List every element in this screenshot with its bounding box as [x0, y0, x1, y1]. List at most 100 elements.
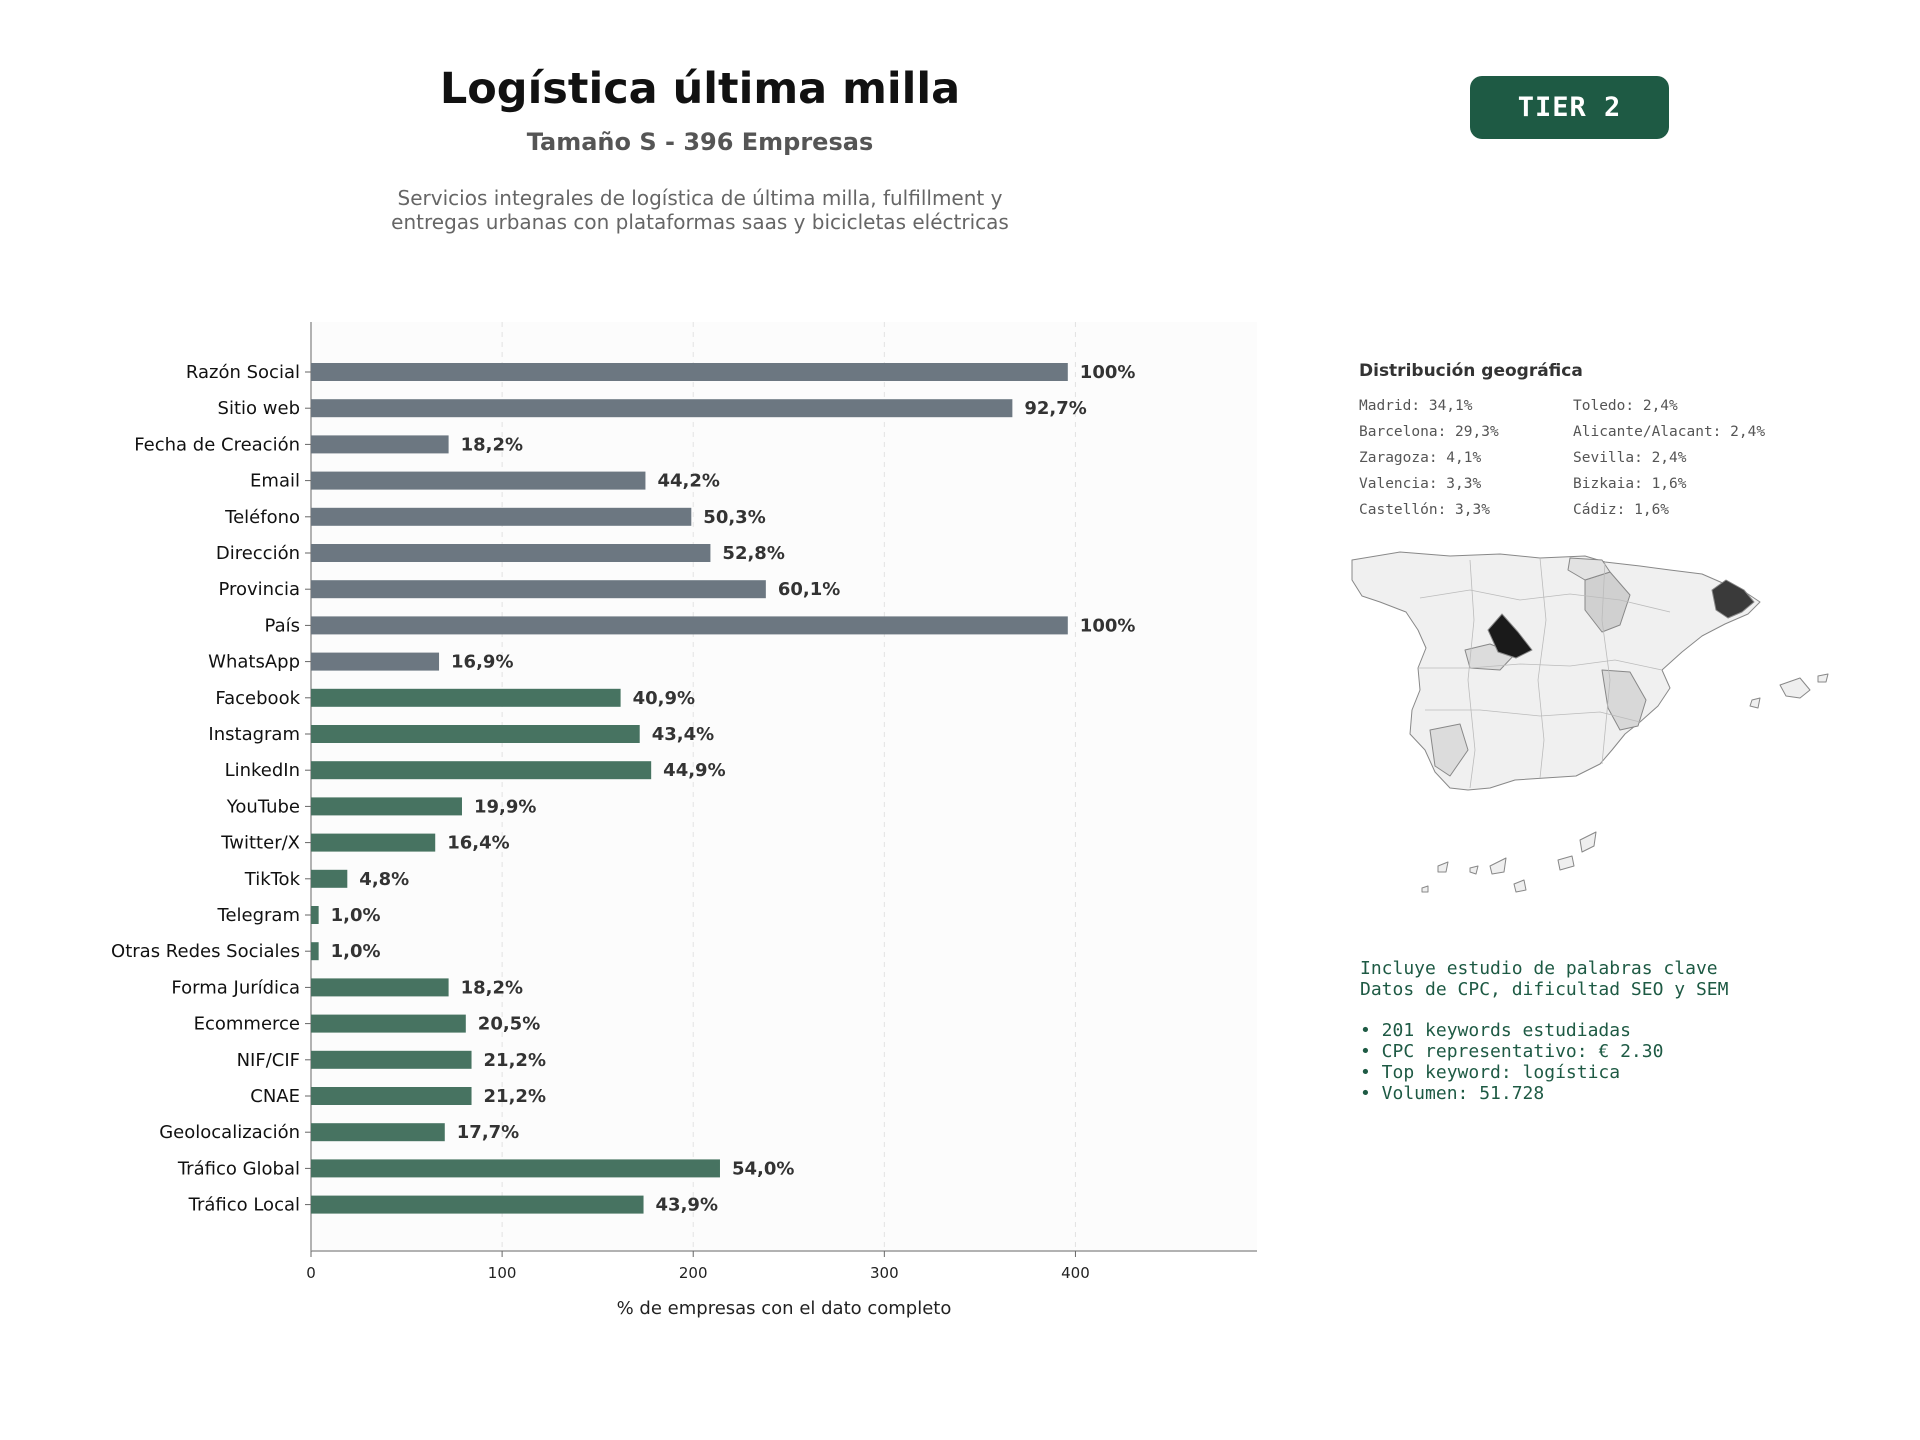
region-border [1601, 561, 1611, 765]
tier-badge: TIER 2 [1470, 76, 1669, 139]
bar [311, 1087, 472, 1105]
y-tick-label: CNAE [250, 1086, 300, 1107]
balearic-islands-shape [1749, 697, 1761, 709]
balearic-islands-shape [1817, 673, 1829, 683]
y-tick-label: Facebook [215, 688, 300, 709]
bar [311, 471, 646, 490]
bar [311, 942, 319, 961]
geo-item: Alicante/Alacant: 2,4% [1573, 424, 1766, 440]
canary-islands-shape [1469, 865, 1479, 875]
bar [311, 1159, 720, 1178]
geo-item: Valencia: 3,3% [1359, 476, 1482, 492]
y-tick-label: Email [250, 471, 300, 492]
keyword-bullet: • 201 keywords estudiadas [1360, 1020, 1631, 1041]
data-label: 16,4% [447, 833, 509, 854]
balearic-islands-shape [1779, 677, 1811, 699]
data-label: 16,9% [451, 652, 513, 673]
y-tick-label: Twitter/X [220, 833, 300, 854]
canary-islands-shape [1579, 831, 1597, 853]
bar [311, 1123, 445, 1142]
canary-islands-shape [1421, 885, 1429, 893]
data-label: 43,4% [652, 724, 714, 745]
y-tick-label: Teléfono [224, 507, 300, 528]
bar [311, 869, 348, 888]
y-tick-label: Telegram [217, 905, 300, 926]
region-border [1419, 589, 1671, 613]
page-subtitle: Tamaño S - 396 Empresas [526, 128, 874, 156]
keywords-intro: Datos de CPC, dificultad SEO y SEM [1360, 979, 1729, 1000]
keyword-bullet: • Volumen: 51.728 [1360, 1083, 1545, 1104]
x-tick-label: 200 [679, 1264, 708, 1282]
data-label: 54,0% [732, 1158, 794, 1179]
bar [311, 906, 319, 924]
y-tick-label: Ecommerce [194, 1014, 300, 1035]
y-tick-label: Geolocalización [159, 1122, 300, 1143]
description-line: entregas urbanas con plataformas saas y … [391, 210, 1009, 234]
y-tick-label: Tráfico Local [188, 1195, 300, 1216]
bar [311, 797, 462, 816]
canary-islands-shape [1489, 857, 1507, 875]
x-tick-label: 100 [488, 1264, 517, 1282]
spain-mainland-shape [1351, 551, 1761, 791]
y-tick-label: País [265, 615, 300, 636]
bar [311, 507, 692, 526]
y-tick-label: Tráfico Global [177, 1158, 300, 1179]
data-label: 44,2% [657, 471, 719, 492]
geo-item: Castellón: 3,3% [1359, 502, 1490, 518]
data-label: 1,0% [331, 905, 381, 926]
y-tick-label: Razón Social [186, 362, 300, 383]
data-label: 17,7% [457, 1122, 519, 1143]
geo-title: Distribución geográfica [1359, 361, 1583, 381]
y-tick-label: Fecha de Creación [134, 434, 300, 455]
keywords-intro: Incluye estudio de palabras clave [1360, 958, 1718, 979]
y-tick-label: NIF/CIF [237, 1050, 300, 1071]
bar [311, 435, 449, 454]
bar [311, 544, 711, 562]
data-label: 100% [1080, 362, 1136, 383]
data-label: 1,0% [331, 941, 381, 962]
y-tick-label: Instagram [208, 724, 300, 745]
bar [311, 1050, 472, 1069]
data-label: 52,8% [722, 543, 784, 564]
y-tick-label: Sitio web [218, 398, 300, 419]
x-tick-label: 300 [870, 1264, 899, 1282]
data-label: 44,9% [663, 760, 725, 781]
bar [311, 688, 621, 707]
data-label: 100% [1080, 615, 1136, 636]
data-label: 21,2% [484, 1050, 546, 1071]
geo-item: Toledo: 2,4% [1573, 398, 1678, 414]
data-label: 92,7% [1024, 398, 1086, 419]
y-tick-label: LinkedIn [225, 760, 300, 781]
data-label: 21,2% [484, 1086, 546, 1107]
data-label: 18,2% [461, 434, 523, 455]
geo-item: Zaragoza: 4,1% [1359, 450, 1482, 466]
region-shape [1711, 579, 1755, 619]
geo-item: Barcelona: 29,3% [1359, 424, 1499, 440]
bar [311, 363, 1068, 381]
y-tick-label: Forma Jurídica [171, 977, 300, 998]
x-tick-label: 0 [306, 1264, 316, 1282]
y-tick-label: TikTok [244, 869, 301, 890]
bar [311, 725, 640, 743]
y-tick-label: YouTube [226, 796, 300, 817]
data-label: 50,3% [703, 507, 765, 528]
bar [311, 978, 449, 997]
region-border [1467, 559, 1476, 789]
bar [311, 1195, 644, 1214]
y-tick-label: Provincia [218, 579, 300, 600]
region-shape [1429, 723, 1469, 777]
plot-background [311, 322, 1257, 1251]
y-tick-label: Otras Redes Sociales [111, 941, 300, 962]
keyword-bullet: • Top keyword: logística [1360, 1062, 1621, 1083]
bar [311, 833, 436, 852]
bar [311, 399, 1013, 418]
data-label: 4,8% [359, 869, 409, 890]
data-label: 60,1% [778, 579, 840, 600]
bar [311, 580, 766, 599]
bar-chart: 0 100 200 300 400 % de empresas con el dato c… [111, 322, 1257, 1319]
data-label: 20,5% [478, 1014, 540, 1035]
region-border [1418, 659, 1663, 671]
bar [311, 616, 1068, 635]
canary-islands-shape [1437, 861, 1449, 873]
geo-item: Cádiz: 1,6% [1573, 502, 1670, 518]
